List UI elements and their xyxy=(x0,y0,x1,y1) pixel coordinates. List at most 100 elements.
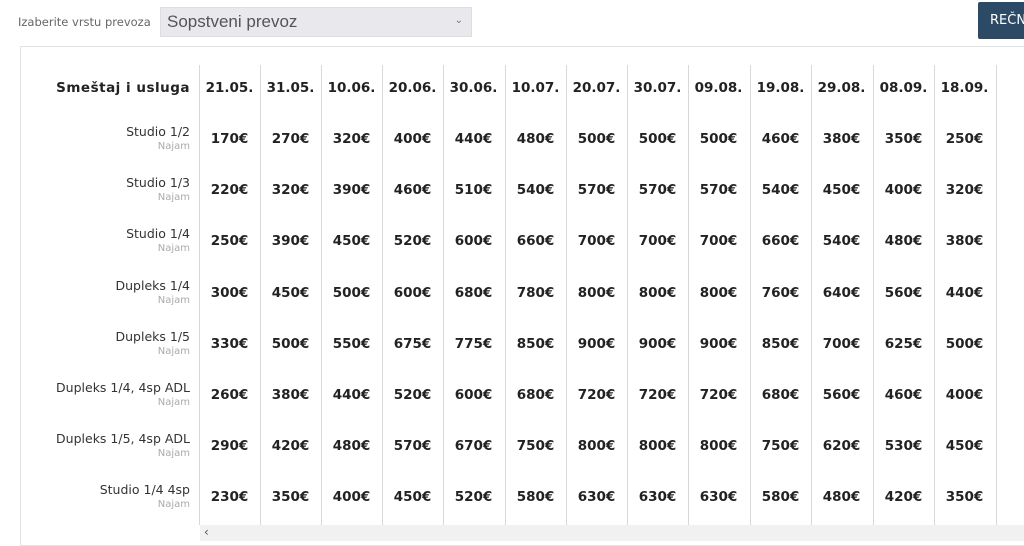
column-divider xyxy=(811,65,812,525)
price-cell: 760€ xyxy=(761,284,800,301)
price-cell: 480€ xyxy=(516,131,555,147)
price-cell: 900€ xyxy=(638,335,677,352)
price-cell: 480€ xyxy=(822,489,861,506)
price-cell: 440€ xyxy=(945,284,984,301)
room-subtitle: Najam xyxy=(157,141,190,152)
date-header: 19.08. xyxy=(756,80,805,96)
price-cell: 450€ xyxy=(945,438,984,455)
transport-select[interactable]: Sopstveni prevoz ⌄ xyxy=(160,7,472,37)
price-cell: 260€ xyxy=(210,387,249,403)
price-cell: 540€ xyxy=(516,182,555,199)
date-header: 10.06. xyxy=(327,80,376,96)
price-cell: 420€ xyxy=(271,438,310,455)
column-divider xyxy=(443,65,444,525)
room-subtitle: Najam xyxy=(157,243,190,255)
price-cell: 780€ xyxy=(516,284,555,301)
date-header: 18.09. xyxy=(940,80,989,96)
price-cell: 450€ xyxy=(332,233,371,250)
row-label: Dupleks 1/5, 4sp ADL Najam xyxy=(10,431,190,459)
price-cell: 720€ xyxy=(638,387,677,403)
horizontal-scrollbar[interactable]: ‹ xyxy=(200,525,1024,541)
price-cell: 380€ xyxy=(822,131,861,147)
price-cell: 520€ xyxy=(393,387,432,403)
room-name: Studio 1/2 xyxy=(126,124,190,139)
price-cell: 480€ xyxy=(332,438,371,455)
price-cell: 800€ xyxy=(638,284,677,301)
price-cell: 270€ xyxy=(271,131,310,147)
price-cell: 680€ xyxy=(454,284,493,301)
date-header: 08.09. xyxy=(879,80,928,96)
price-cell: 320€ xyxy=(945,182,984,199)
price-cell: 230€ xyxy=(210,489,249,506)
room-subtitle: Najam xyxy=(157,448,190,460)
column-divider xyxy=(996,65,997,525)
row-label: Dupleks 1/4 Najam xyxy=(10,277,191,306)
price-cell: 570€ xyxy=(699,182,738,199)
price-cell: 630€ xyxy=(577,489,616,506)
date-header: 29.08. xyxy=(817,80,866,96)
price-cell: 800€ xyxy=(699,284,738,301)
price-cell: 560€ xyxy=(884,284,923,301)
price-cell: 520€ xyxy=(454,489,493,506)
price-cell: 460€ xyxy=(884,387,923,403)
price-cell: 600€ xyxy=(454,387,493,403)
price-cell: 700€ xyxy=(577,233,616,250)
room-subtitle: Najam xyxy=(157,499,190,511)
price-cell: 720€ xyxy=(577,387,616,403)
price-cell: 530€ xyxy=(884,438,923,455)
price-cell: 680€ xyxy=(516,387,555,403)
price-cell: 450€ xyxy=(271,284,310,301)
price-cell: 900€ xyxy=(577,335,616,352)
price-cell: 580€ xyxy=(516,489,555,506)
price-cell: 800€ xyxy=(699,438,738,455)
price-cell: 700€ xyxy=(822,335,861,352)
column-divider xyxy=(566,65,567,525)
price-cell: 680€ xyxy=(761,387,800,403)
date-header: 30.06. xyxy=(449,80,498,96)
price-cell: 660€ xyxy=(516,233,555,250)
price-cell: 380€ xyxy=(271,387,310,403)
transport-label: Izaberite vrstu prevoza xyxy=(18,15,151,29)
price-cell: 220€ xyxy=(210,182,249,199)
row-label: Studio 1/3 Najam xyxy=(10,175,190,203)
price-cell: 500€ xyxy=(577,131,616,147)
price-cell: 300€ xyxy=(210,284,249,301)
price-cell: 675€ xyxy=(393,335,432,352)
transport-select-value: Sopstveni prevoz xyxy=(167,12,298,31)
price-cell: 850€ xyxy=(516,335,555,352)
date-header: 09.08. xyxy=(694,80,743,96)
price-cell: 290€ xyxy=(210,438,249,455)
price-cell: 510€ xyxy=(454,182,493,199)
room-subtitle: Najam xyxy=(157,294,190,306)
price-cell: 250€ xyxy=(945,131,984,147)
row-label: Studio 1/4 4sp Najam xyxy=(10,482,190,510)
row-label: Dupleks 1/5 Najam xyxy=(10,329,191,357)
price-cell: 460€ xyxy=(761,131,800,147)
row-label: Studio 1/4 Najam xyxy=(10,226,190,254)
price-cell: 630€ xyxy=(699,489,738,506)
row-label: Dupleks 1/4, 4sp ADL Najam xyxy=(10,380,190,408)
room-name: Dupleks 1/4, 4sp ADL xyxy=(56,380,190,395)
price-cell: 520€ xyxy=(393,233,432,250)
room-name: Dupleks 1/4 xyxy=(115,277,191,293)
price-cell: 500€ xyxy=(332,284,371,301)
scroll-left-icon[interactable]: ‹ xyxy=(204,525,209,539)
price-cell: 570€ xyxy=(393,438,432,455)
row-label: Studio 1/2 Najam xyxy=(10,124,190,152)
price-cell: 640€ xyxy=(822,284,861,301)
price-cell: 850€ xyxy=(761,335,800,352)
table-header-label: Smeštaj i usluga xyxy=(56,80,190,96)
date-header: 30.07. xyxy=(633,80,682,96)
calculate-button[interactable]: REČN xyxy=(978,2,1024,39)
price-cell: 350€ xyxy=(945,489,984,506)
price-cell: 560€ xyxy=(822,387,861,403)
column-divider xyxy=(382,65,383,525)
price-cell: 600€ xyxy=(393,284,432,301)
price-cell: 540€ xyxy=(822,233,861,250)
price-cell: 620€ xyxy=(822,438,861,455)
room-name: Studio 1/3 xyxy=(126,175,190,191)
price-cell: 570€ xyxy=(577,182,616,199)
price-cell: 480€ xyxy=(884,233,923,250)
price-cell: 250€ xyxy=(210,233,249,250)
price-cell: 350€ xyxy=(884,131,923,147)
